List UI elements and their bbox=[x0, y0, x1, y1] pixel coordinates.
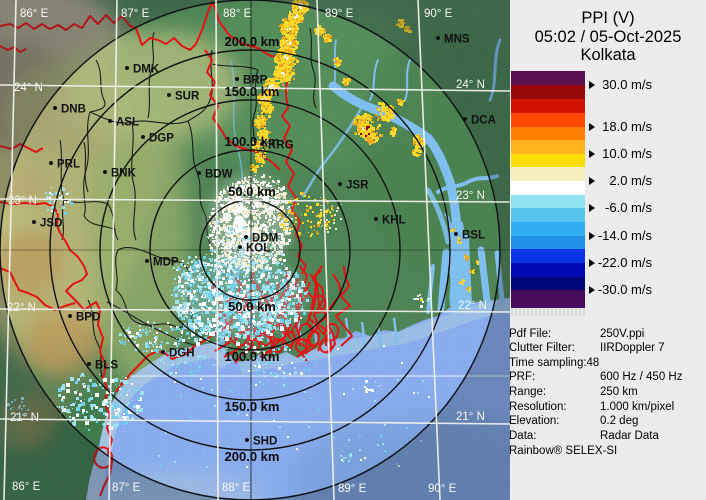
svg-text:200.0 km: 200.0 km bbox=[225, 34, 280, 49]
svg-text:50.0 km: 50.0 km bbox=[228, 299, 276, 314]
svg-text:150.0 km: 150.0 km bbox=[225, 84, 280, 99]
svg-text:21° N: 21° N bbox=[10, 412, 39, 424]
svg-text:JSR: JSR bbox=[346, 180, 369, 192]
svg-text:DNB: DNB bbox=[61, 104, 86, 116]
svg-text:24° N: 24° N bbox=[456, 79, 485, 91]
svg-text:21° N: 21° N bbox=[456, 411, 485, 423]
svg-text:BPD: BPD bbox=[76, 312, 100, 324]
svg-text:100.0 km: 100.0 km bbox=[225, 134, 280, 149]
svg-text:ASL: ASL bbox=[116, 117, 139, 129]
svg-text:89° E: 89° E bbox=[325, 8, 354, 20]
svg-text:BNK: BNK bbox=[111, 168, 137, 180]
svg-text:SHD: SHD bbox=[253, 436, 277, 448]
svg-text:22° N: 22° N bbox=[7, 302, 36, 314]
svg-text:200.0 km: 200.0 km bbox=[225, 449, 280, 464]
svg-text:DGP: DGP bbox=[149, 133, 174, 145]
svg-text:89° E: 89° E bbox=[338, 483, 367, 495]
svg-text:DCA: DCA bbox=[471, 115, 496, 127]
svg-text:SUR: SUR bbox=[175, 91, 200, 103]
svg-text:50.0 km: 50.0 km bbox=[228, 184, 276, 199]
svg-text:JSD: JSD bbox=[40, 218, 62, 230]
svg-text:90° E: 90° E bbox=[428, 483, 457, 495]
svg-text:87° E: 87° E bbox=[121, 8, 150, 20]
svg-text:KOL: KOL bbox=[246, 243, 270, 255]
svg-text:BLS: BLS bbox=[95, 360, 118, 372]
svg-text:KHL: KHL bbox=[382, 215, 406, 227]
svg-text:23° N: 23° N bbox=[456, 190, 485, 202]
svg-text:88° E: 88° E bbox=[223, 8, 252, 20]
svg-text:DGH: DGH bbox=[169, 348, 195, 360]
svg-text:90° E: 90° E bbox=[424, 8, 453, 20]
svg-text:DMK: DMK bbox=[133, 64, 160, 76]
svg-text:BDW: BDW bbox=[205, 169, 233, 181]
svg-text:100.0 km: 100.0 km bbox=[225, 349, 280, 364]
svg-text:MDP: MDP bbox=[153, 257, 179, 269]
svg-text:22° N: 22° N bbox=[458, 300, 487, 312]
svg-text:87° E: 87° E bbox=[112, 482, 141, 494]
svg-text:BRP: BRP bbox=[243, 75, 268, 87]
svg-text:24° N: 24° N bbox=[14, 82, 43, 94]
svg-text:BSL: BSL bbox=[462, 230, 485, 242]
svg-text:150.0 km: 150.0 km bbox=[225, 399, 280, 414]
svg-text:86° E: 86° E bbox=[12, 481, 41, 493]
svg-text:88° E: 88° E bbox=[222, 482, 251, 494]
svg-text:23° N: 23° N bbox=[8, 195, 37, 207]
svg-text:DDM: DDM bbox=[252, 233, 278, 245]
svg-text:86° E: 86° E bbox=[20, 8, 49, 20]
svg-text:MNS: MNS bbox=[444, 34, 470, 46]
svg-text:KRG: KRG bbox=[268, 140, 294, 152]
svg-text:PRL: PRL bbox=[57, 159, 80, 171]
